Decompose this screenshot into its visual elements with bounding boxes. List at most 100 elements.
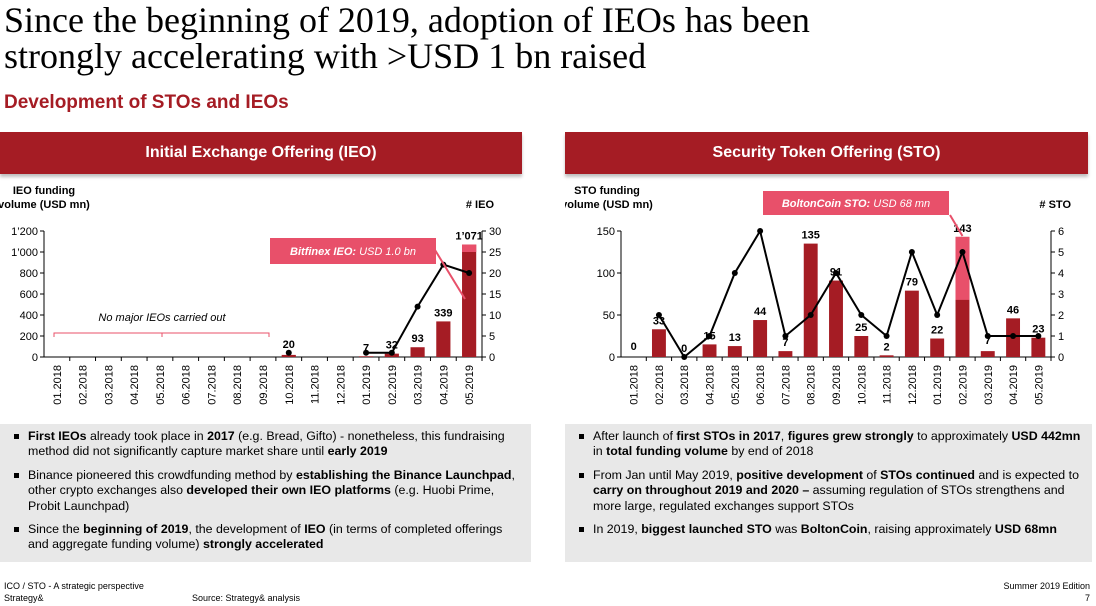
ieo-ylabel-line-1: IEO funding bbox=[13, 185, 75, 197]
ieo-bar bbox=[410, 347, 425, 357]
sto-bar bbox=[651, 329, 666, 357]
sto-xtick-label: 03.2019 bbox=[983, 365, 995, 405]
ieo-y2label: # IEO bbox=[466, 199, 495, 211]
sto-count-point bbox=[883, 333, 890, 339]
sto-callout-box bbox=[763, 191, 949, 215]
ieo-count-point bbox=[466, 270, 473, 276]
ieo-bullet-2: Binance pioneered this crowdfunding meth… bbox=[10, 468, 521, 514]
sto-count-point bbox=[681, 354, 688, 360]
sto-data-label: 79 bbox=[906, 277, 918, 289]
sto-count-point bbox=[959, 249, 966, 255]
footer-source: Source: Strategy& analysis bbox=[192, 593, 301, 603]
sto-xtick-label: 05.2019 bbox=[1033, 365, 1045, 405]
ieo-bar bbox=[358, 356, 374, 357]
sto-xtick-label: 04.2018 bbox=[705, 365, 717, 405]
ieo-ytick-label: 600 bbox=[20, 289, 38, 301]
sto-bullet-1: After launch of first STOs in 2017, figu… bbox=[575, 429, 1082, 460]
sto-count-line bbox=[658, 228, 1039, 359]
sto-y2tick-label: 4 bbox=[1058, 268, 1064, 280]
ieo-y2tick-label: 15 bbox=[489, 289, 501, 301]
ieo-callout-text: Bitfinex IEO: USD 1.0 bn bbox=[290, 246, 416, 258]
ieo-no-ieo-annotation: No major IEOs carried out bbox=[98, 312, 226, 324]
sto-data-label: 91 bbox=[830, 267, 842, 279]
footer-page-number: 7 bbox=[1084, 593, 1090, 603]
sto-count-point bbox=[655, 312, 662, 318]
sto-highlight-bar bbox=[955, 236, 970, 300]
ieo-xtick-label: 11.2018 bbox=[310, 365, 322, 404]
ieo-count-point bbox=[388, 349, 395, 356]
ieo-xtick-label: 08.2018 bbox=[232, 365, 244, 405]
ieo-count-point bbox=[414, 303, 421, 310]
sto-ytick-label: 150 bbox=[597, 226, 615, 238]
ieo-data-label: 7 bbox=[363, 342, 369, 354]
ieo-bullet-1: First IEOs already took place in 2017 (e… bbox=[10, 429, 521, 460]
sto-ylabel-line-1: STO funding bbox=[574, 185, 640, 197]
sto-data-label: 7 bbox=[782, 337, 788, 349]
sto-data-label: 0 bbox=[681, 343, 687, 355]
sto-xtick-label: 12.2018 bbox=[907, 365, 919, 405]
ieo-data-label: 93 bbox=[411, 333, 423, 345]
sto-xtick-label: 04.2019 bbox=[1008, 365, 1020, 405]
sto-bar bbox=[778, 351, 793, 357]
footer-company: Strategy& bbox=[4, 593, 44, 603]
ieo-xtick-label: 02.2019 bbox=[387, 365, 399, 405]
ieo-data-label: 339 bbox=[434, 307, 452, 319]
sto-data-label: 25 bbox=[855, 322, 867, 334]
ieo-y2tick-label: 30 bbox=[489, 226, 501, 238]
page-subtitle: Development of STOs and IEOs bbox=[4, 92, 289, 113]
sto-count-point bbox=[731, 270, 738, 276]
sto-y2tick-label: 1 bbox=[1058, 331, 1064, 343]
sto-data-label: 46 bbox=[1007, 304, 1019, 316]
sto-data-label: 23 bbox=[1032, 324, 1044, 336]
ieo-ylabel-line-2: volume (USD mn) bbox=[0, 199, 90, 211]
sto-panel-header: Security Token Offering (STO) bbox=[565, 132, 1088, 174]
footer-right: Summer 2019 Edition 7 bbox=[1003, 580, 1090, 604]
ieo-xtick-label: 02.2018 bbox=[78, 365, 90, 405]
ieo-y2tick-label: 20 bbox=[489, 268, 501, 280]
sto-xtick-label: 08.2018 bbox=[806, 365, 818, 405]
ieo-y2tick-label: 25 bbox=[489, 247, 501, 259]
page-title-line-2: strongly accelerating with >USD 1 bn rai… bbox=[4, 36, 647, 76]
ieo-xtick-label: 03.2018 bbox=[103, 365, 115, 405]
ieo-ytick-label: 1’000 bbox=[11, 247, 38, 259]
sto-bar bbox=[727, 346, 742, 357]
sto-data-label: 135 bbox=[802, 230, 820, 242]
ieo-xtick-label: 06.2018 bbox=[181, 365, 193, 405]
sto-ytick-label: 50 bbox=[603, 310, 615, 322]
sto-bar bbox=[879, 355, 894, 357]
sto-y2tick-label: 6 bbox=[1058, 226, 1064, 238]
ieo-data-label: 20 bbox=[283, 339, 295, 351]
ieo-xtick-label: 05.2019 bbox=[464, 365, 476, 405]
sto-xtick-label: 09.2018 bbox=[831, 365, 843, 405]
sto-data-label: 0 bbox=[631, 341, 637, 353]
ieo-ytick-label: 1’200 bbox=[11, 226, 38, 238]
sto-chart: STO funding volume (USD mn) # STO 0 50 100 150… bbox=[565, 180, 1088, 420]
ieo-panel-header: Initial Exchange Offering (IEO) bbox=[0, 132, 522, 174]
sto-bar bbox=[854, 336, 869, 357]
ieo-bullet-3: Since the beginning of 2019, the develop… bbox=[10, 522, 521, 553]
sto-xtick-label: 07.2018 bbox=[780, 365, 792, 405]
sto-bar bbox=[829, 280, 843, 357]
sto-callout-text: BoltonCoin STO: USD 68 mn bbox=[782, 198, 930, 210]
sto-data-label: 13 bbox=[729, 332, 741, 344]
page-title: Since the beginning of 2019, adoption of… bbox=[4, 2, 810, 74]
ieo-xtick-label: 03.2019 bbox=[413, 365, 425, 405]
ieo-y2tick-label: 0 bbox=[489, 352, 495, 364]
sto-bar bbox=[980, 351, 995, 357]
ieo-y2tick-label: 10 bbox=[489, 310, 501, 322]
sto-bar bbox=[702, 344, 717, 357]
sto-xtick-label: 06.2018 bbox=[755, 365, 767, 405]
sto-count-point bbox=[858, 312, 865, 318]
sto-y2tick-label: 2 bbox=[1058, 310, 1064, 322]
ieo-bar bbox=[436, 321, 451, 357]
sto-count-point bbox=[984, 333, 991, 339]
sto-count-point bbox=[934, 312, 941, 318]
sto-y2label: # STO bbox=[1039, 199, 1071, 211]
page-title-line-1: Since the beginning of 2019, adoption of… bbox=[4, 0, 810, 40]
ieo-bar bbox=[281, 354, 296, 357]
sto-xtick-label: 02.2019 bbox=[957, 365, 969, 405]
sto-y2tick-label: 3 bbox=[1058, 289, 1064, 301]
sto-xtick-label: 01.2018 bbox=[629, 365, 641, 405]
sto-count-point bbox=[757, 228, 764, 234]
